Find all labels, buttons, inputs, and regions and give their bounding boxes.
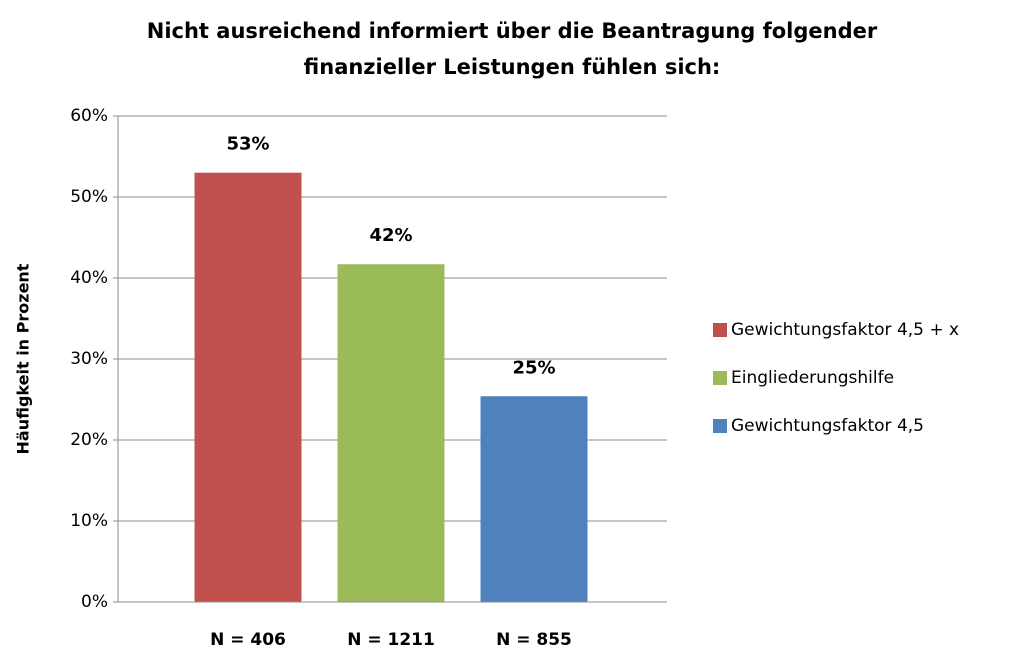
y-tick-label: 50% bbox=[70, 187, 108, 207]
x-tick-label: N = 406 bbox=[210, 630, 286, 650]
x-tick-label: N = 855 bbox=[496, 630, 572, 650]
chart-title: Nicht ausreichend informiert über die Be… bbox=[147, 19, 878, 43]
data-label: 53% bbox=[226, 134, 269, 155]
legend-label: Eingliederungshilfe bbox=[731, 368, 894, 388]
y-tick-label: 40% bbox=[70, 268, 108, 288]
chart-title: finanzieller Leistungen fühlen sich: bbox=[304, 55, 721, 79]
y-tick-label: 10% bbox=[70, 511, 108, 531]
y-tick-label: 30% bbox=[70, 349, 108, 369]
y-tick-label: 60% bbox=[70, 106, 108, 126]
data-label: 42% bbox=[369, 225, 412, 246]
legend-swatch bbox=[713, 323, 727, 337]
legend-swatch bbox=[713, 419, 727, 433]
legend-swatch bbox=[713, 371, 727, 385]
legend-label: Gewichtungsfaktor 4,5 + x bbox=[731, 320, 959, 340]
legend-label: Gewichtungsfaktor 4,5 bbox=[731, 416, 924, 436]
data-label: 25% bbox=[512, 357, 555, 378]
y-axis-label: Häufigkeit in Prozent bbox=[14, 263, 33, 454]
bar bbox=[337, 264, 445, 602]
x-tick-label: N = 1211 bbox=[347, 630, 435, 650]
bar bbox=[194, 172, 302, 602]
y-tick-label: 20% bbox=[70, 430, 108, 450]
y-tick-label: 0% bbox=[81, 592, 108, 612]
bar bbox=[480, 396, 588, 602]
